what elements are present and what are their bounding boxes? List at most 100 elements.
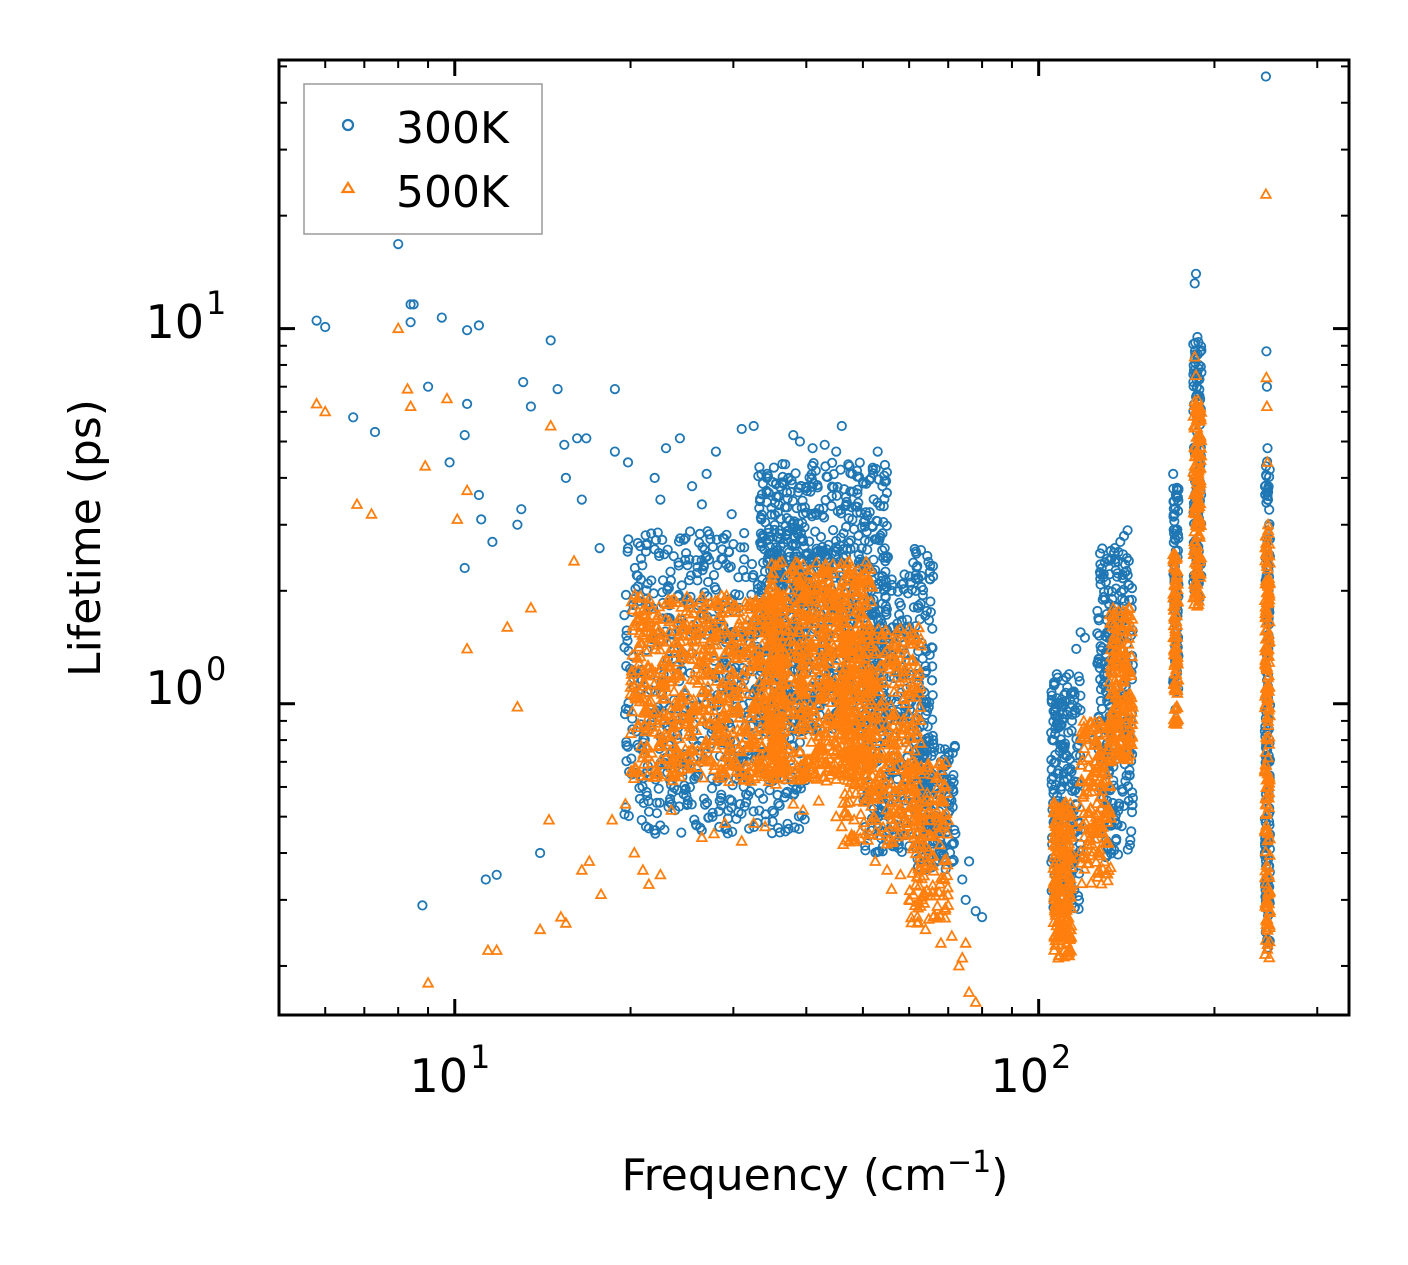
data-point-300k bbox=[756, 469, 767, 480]
data-point-300k bbox=[826, 490, 837, 502]
data-point-300k bbox=[1079, 632, 1091, 643]
data-point-300k bbox=[710, 446, 722, 457]
data-point-300k bbox=[733, 572, 744, 583]
data-point-300k bbox=[878, 585, 890, 596]
data-point-300k bbox=[1052, 672, 1063, 683]
data-point-300k bbox=[806, 473, 817, 485]
data-point-300k bbox=[763, 487, 774, 498]
data-point-300k bbox=[690, 771, 702, 782]
data-point-300k bbox=[559, 439, 570, 450]
data-point-300k bbox=[934, 743, 945, 754]
data-point-300k bbox=[735, 542, 746, 553]
data-point-300k bbox=[790, 468, 801, 479]
data-point-300k bbox=[525, 401, 537, 412]
data-point-300k bbox=[1112, 571, 1123, 582]
data-point-300k bbox=[948, 769, 959, 781]
data-point-300k bbox=[1058, 675, 1069, 686]
data-point-300k bbox=[782, 534, 793, 545]
data-point-300k bbox=[927, 642, 938, 654]
data-point-300k bbox=[1171, 490, 1182, 501]
data-point-300k bbox=[808, 457, 819, 469]
data-point-300k bbox=[922, 550, 933, 562]
data-point-300k bbox=[739, 542, 750, 553]
data-point-300k bbox=[701, 468, 712, 479]
data-point-300k bbox=[713, 806, 725, 817]
data-point-300k bbox=[881, 609, 892, 620]
data-point-300k bbox=[923, 736, 935, 747]
data-point-300k bbox=[1126, 806, 1138, 818]
data-point-300k bbox=[652, 527, 663, 538]
data-point-300k bbox=[866, 472, 877, 484]
data-point-300k bbox=[799, 814, 810, 825]
data-point-300k bbox=[691, 820, 702, 831]
data-point-300k bbox=[754, 495, 766, 507]
data-point-300k bbox=[929, 742, 940, 753]
data-point-300k bbox=[665, 566, 676, 577]
data-point-300k bbox=[886, 574, 897, 585]
data-point-300k bbox=[1122, 569, 1133, 581]
data-point-300k bbox=[733, 806, 744, 818]
data-point-300k bbox=[1058, 742, 1069, 753]
data-point-300k bbox=[320, 321, 331, 333]
data-point-300k bbox=[1168, 468, 1179, 479]
data-point-300k bbox=[733, 589, 745, 601]
data-point-300k bbox=[691, 555, 702, 566]
data-point-300k bbox=[710, 584, 722, 595]
data-point-300k bbox=[712, 559, 723, 571]
data-point-300k bbox=[853, 471, 865, 482]
data-point-300k bbox=[480, 874, 491, 885]
data-point-300k bbox=[707, 811, 718, 822]
data-point-300k bbox=[923, 701, 934, 713]
data-point-300k bbox=[915, 544, 927, 556]
data-point-300k bbox=[1121, 770, 1132, 781]
data-point-300k bbox=[698, 793, 710, 804]
data-point-300k bbox=[684, 554, 695, 565]
data-point-300k bbox=[949, 824, 960, 836]
data-point-300k bbox=[786, 519, 797, 530]
data-point-300k bbox=[686, 481, 698, 492]
data-point-300k bbox=[1073, 671, 1084, 682]
data-point-300k bbox=[794, 436, 806, 447]
data-point-300k bbox=[774, 827, 786, 838]
data-point-300k bbox=[459, 562, 470, 574]
data-point-300k bbox=[632, 570, 643, 582]
data-point-300k bbox=[915, 748, 926, 759]
data-point-300k bbox=[637, 781, 648, 792]
data-point-300k bbox=[925, 574, 936, 585]
data-point-300k bbox=[853, 497, 864, 508]
data-point-300k bbox=[696, 499, 708, 510]
data-point-300k bbox=[1168, 524, 1179, 536]
data-point-300k bbox=[880, 551, 891, 562]
data-point-300k bbox=[902, 588, 914, 599]
data-point-300k bbox=[926, 675, 938, 686]
data-point-300k bbox=[898, 578, 909, 589]
data-point-300k bbox=[886, 579, 898, 591]
data-point-300k bbox=[666, 799, 677, 810]
data-point-300k bbox=[752, 583, 764, 594]
data-point-300k bbox=[1122, 844, 1133, 855]
data-point-300k bbox=[1123, 579, 1135, 591]
data-point-300k bbox=[859, 535, 870, 546]
data-point-300k bbox=[805, 552, 817, 564]
data-point-300k bbox=[678, 788, 689, 800]
data-point-300k bbox=[844, 460, 855, 472]
data-point-300k bbox=[1050, 728, 1061, 740]
data-point-300k bbox=[707, 541, 719, 552]
data-point-300k bbox=[1261, 381, 1273, 392]
data-point-300k bbox=[609, 446, 621, 457]
data-point-300k bbox=[788, 429, 799, 441]
data-point-300k bbox=[777, 471, 788, 482]
data-point-300k bbox=[804, 472, 815, 483]
data-point-300k bbox=[664, 793, 676, 804]
data-point-300k bbox=[748, 420, 759, 432]
data-point-300k bbox=[835, 504, 846, 515]
data-point-300k bbox=[1119, 567, 1130, 578]
data-point-300k bbox=[646, 528, 657, 539]
data-point-300k bbox=[436, 312, 447, 323]
data-point-300k bbox=[748, 569, 759, 581]
data-point-300k bbox=[908, 602, 920, 613]
data-point-300k bbox=[655, 494, 666, 505]
data-point-300k bbox=[674, 433, 686, 444]
data-point-300k bbox=[657, 587, 668, 598]
data-point-300k bbox=[939, 744, 951, 755]
